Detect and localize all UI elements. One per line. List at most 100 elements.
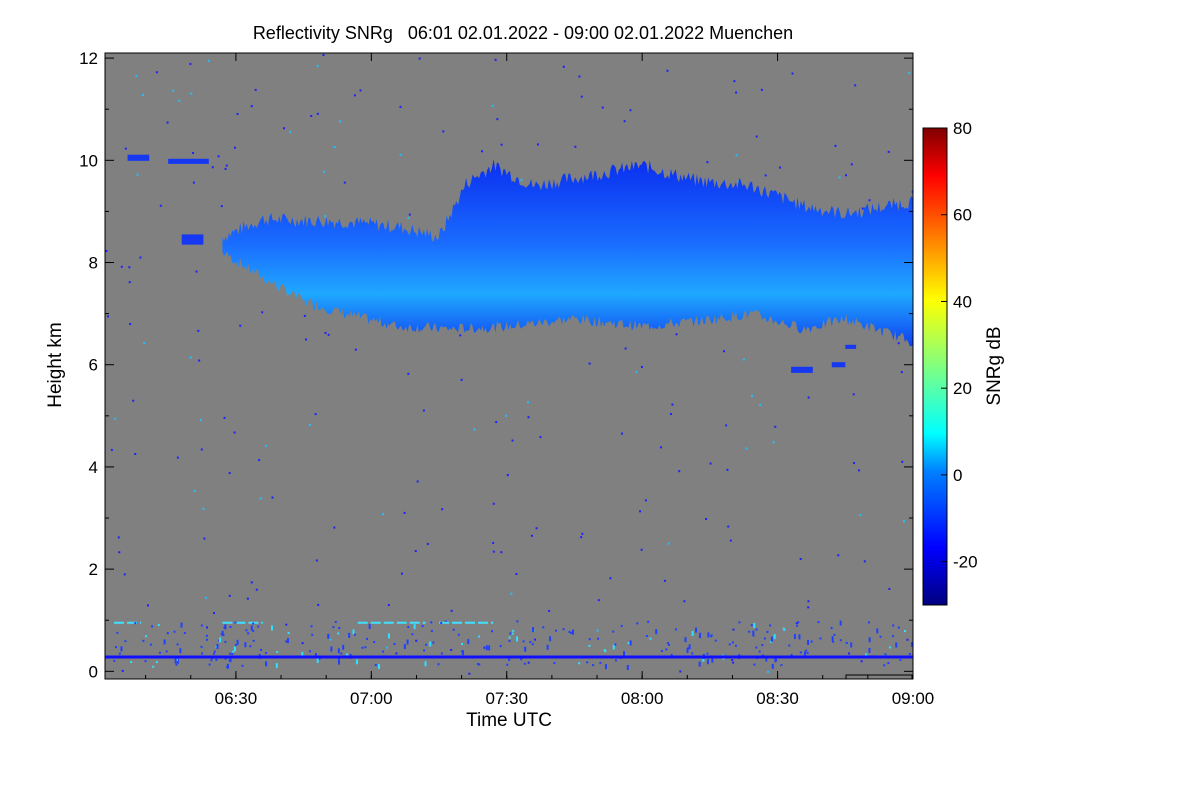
low-speckle bbox=[562, 628, 565, 631]
speckle bbox=[732, 628, 735, 631]
speckle bbox=[195, 270, 198, 273]
speckle bbox=[128, 281, 131, 284]
speckle bbox=[246, 597, 249, 600]
speckle bbox=[481, 150, 484, 153]
y-tick-label: 6 bbox=[89, 356, 98, 375]
speckle bbox=[678, 470, 681, 473]
low-speckle bbox=[252, 622, 255, 625]
low-speckle bbox=[614, 643, 617, 646]
low-speckle bbox=[301, 651, 304, 657]
low-speckle bbox=[222, 634, 225, 637]
low-speckle bbox=[620, 624, 623, 627]
low-speckle bbox=[604, 664, 607, 670]
cloud-fragment bbox=[831, 362, 846, 368]
speckle bbox=[494, 58, 497, 61]
speckle bbox=[117, 536, 120, 539]
speckle bbox=[250, 581, 253, 584]
low-speckle bbox=[485, 645, 488, 651]
low-speckle bbox=[830, 627, 833, 630]
speckle bbox=[442, 130, 445, 133]
low-speckle bbox=[707, 632, 710, 638]
low-speckle bbox=[695, 627, 698, 633]
speckle bbox=[134, 452, 137, 455]
speckle bbox=[858, 469, 861, 472]
speckle bbox=[492, 550, 495, 553]
speckle bbox=[807, 396, 810, 399]
low-speckle bbox=[532, 627, 535, 633]
colorbar-ticks: -20 0 20 40 60 80 bbox=[941, 119, 978, 572]
low-speckle bbox=[612, 644, 615, 650]
speckle bbox=[726, 468, 729, 471]
speckle bbox=[118, 551, 121, 554]
speckle bbox=[403, 511, 406, 514]
low-speckle bbox=[216, 643, 219, 649]
low-speckle bbox=[113, 659, 116, 662]
speckle bbox=[853, 462, 856, 465]
low-speckle bbox=[586, 661, 589, 664]
speckle bbox=[574, 145, 577, 148]
speckle bbox=[735, 154, 738, 157]
speckle bbox=[124, 147, 127, 150]
speckle bbox=[190, 92, 193, 95]
low-speckle bbox=[645, 635, 648, 638]
low-speckle bbox=[753, 663, 756, 666]
low-speckle bbox=[615, 659, 618, 662]
low-speckle bbox=[755, 628, 758, 631]
low-speckle bbox=[461, 643, 464, 646]
low-speckle bbox=[457, 633, 460, 636]
low-speckle bbox=[260, 648, 263, 651]
low-speckle bbox=[770, 636, 773, 642]
low-speckle bbox=[516, 636, 519, 642]
low-speckle bbox=[176, 658, 179, 664]
speckle bbox=[217, 155, 220, 158]
low-speckle bbox=[476, 663, 479, 666]
speckle bbox=[539, 436, 542, 439]
speckle bbox=[128, 266, 131, 269]
low-speckle bbox=[710, 635, 713, 638]
low-speckle bbox=[895, 642, 898, 648]
speckle bbox=[327, 333, 330, 336]
speckle bbox=[333, 146, 336, 149]
speckle bbox=[172, 89, 175, 92]
low-speckle bbox=[374, 664, 377, 667]
low-speckle bbox=[766, 630, 769, 633]
speckle bbox=[289, 131, 292, 134]
low-speckle bbox=[803, 651, 806, 657]
low-speckle bbox=[806, 652, 809, 655]
speckle bbox=[450, 609, 453, 612]
low-speckle bbox=[175, 658, 178, 661]
speckle bbox=[774, 425, 777, 428]
low-speckle bbox=[152, 665, 155, 668]
speckle bbox=[176, 456, 179, 459]
speckle bbox=[705, 518, 708, 521]
low-speckle bbox=[373, 641, 376, 644]
low-speckle bbox=[684, 637, 687, 643]
low-speckle bbox=[337, 648, 340, 654]
speckle bbox=[597, 599, 600, 602]
speckle bbox=[751, 394, 754, 397]
low-speckle bbox=[832, 640, 835, 643]
low-speckle bbox=[879, 635, 882, 638]
low-speckle bbox=[793, 633, 796, 639]
speckle bbox=[233, 431, 236, 434]
low-speckle bbox=[627, 642, 630, 645]
speckle bbox=[640, 365, 643, 368]
low-speckle bbox=[205, 634, 208, 637]
low-speckle bbox=[407, 626, 410, 629]
low-speckle bbox=[276, 650, 279, 653]
speckle bbox=[315, 559, 318, 562]
y-tick-label: 8 bbox=[89, 254, 98, 273]
speckle bbox=[155, 71, 158, 74]
low-speckle bbox=[549, 636, 552, 642]
speckle bbox=[220, 205, 223, 208]
y-tick-label: 12 bbox=[79, 49, 98, 68]
chart-title: Reflectivity SNRg 06:01 02.01.2022 - 09:… bbox=[253, 23, 793, 43]
low-speckle bbox=[738, 621, 741, 624]
speckle bbox=[407, 217, 410, 220]
low-speckle bbox=[252, 639, 255, 642]
speckle bbox=[193, 489, 196, 492]
low-speckle bbox=[423, 649, 426, 652]
speckle bbox=[387, 604, 390, 607]
cloud-fragment bbox=[168, 158, 209, 164]
speckle bbox=[418, 57, 421, 60]
